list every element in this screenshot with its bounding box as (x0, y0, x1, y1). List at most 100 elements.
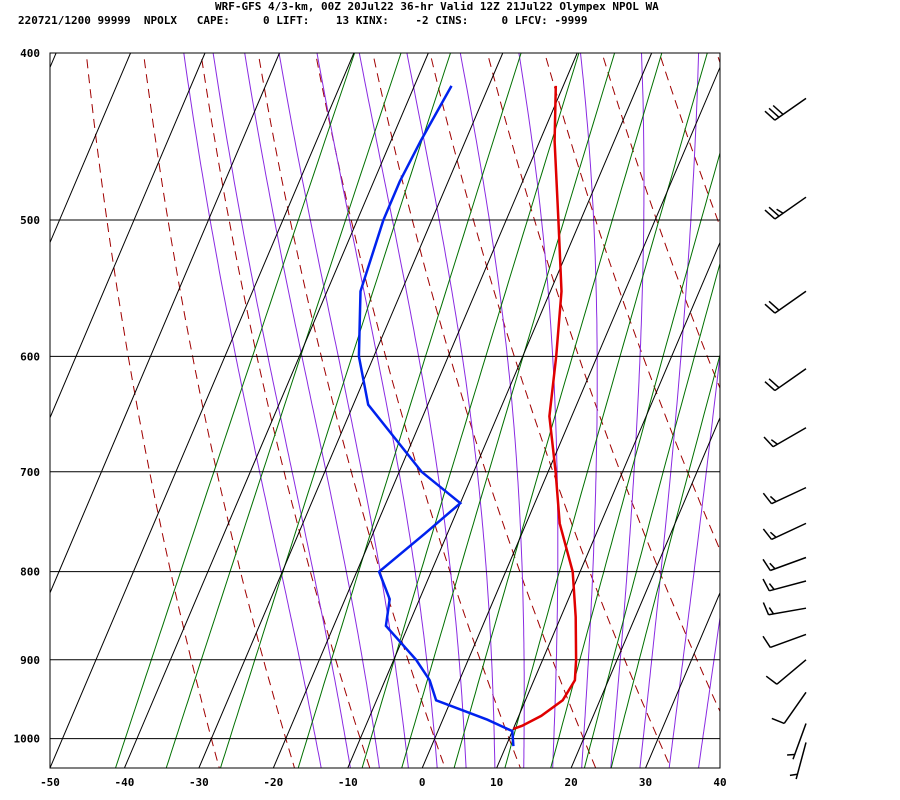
sounding-traces (357, 85, 578, 747)
mixing-ratio-line (114, 53, 356, 768)
barb-feather (764, 303, 776, 314)
moist-adiabat (358, 53, 467, 768)
dry-adiabat (429, 53, 672, 768)
moist-adiabat (183, 53, 322, 768)
barb-feather (768, 107, 780, 118)
barb-feather (764, 209, 776, 220)
isotherm-line (198, 53, 504, 768)
pressure-tick-label: 1000 (14, 733, 41, 746)
barb-feather (762, 528, 773, 540)
barb-feather (768, 300, 780, 311)
moist-adiabat (278, 53, 409, 768)
barb-feather (768, 206, 780, 217)
isotherm-line (50, 53, 355, 768)
barb-feather (771, 717, 785, 725)
barb-feather (768, 583, 775, 590)
isotherm-line (123, 53, 429, 768)
wind-barb (762, 556, 807, 572)
wind-barb (789, 742, 807, 780)
barb-feather (762, 578, 770, 592)
barb-feather (764, 381, 776, 392)
dry-adiabat (200, 53, 371, 768)
barb-staff (770, 556, 807, 572)
barb-staff (774, 368, 807, 392)
barb-feather (776, 208, 784, 214)
isotherm-line (347, 53, 653, 768)
barb-staff (771, 486, 807, 505)
mixing-ratio-line (165, 53, 402, 768)
mixing-ratio-line (610, 352, 720, 768)
moist-adiabat (212, 53, 351, 768)
pressure-tick-label: 500 (20, 214, 40, 227)
wind-barb (764, 196, 807, 220)
dry-adiabat (486, 53, 720, 713)
dry-adiabat (85, 53, 220, 768)
dry-adiabat (716, 53, 720, 65)
grid-lines (49, 52, 721, 769)
barb-feather (765, 675, 778, 685)
barb-staff (774, 97, 807, 121)
barb-staff (774, 290, 807, 314)
moist-adiabat (697, 614, 720, 768)
barb-feather (762, 635, 771, 648)
temperature-tick-label: 0 (419, 776, 426, 789)
barb-feather (768, 378, 780, 389)
plot-frame (49, 52, 721, 769)
barb-staff (783, 691, 807, 724)
barb-feather (769, 562, 776, 570)
dry-adiabat (257, 53, 446, 768)
pressure-tick-label: 800 (20, 566, 40, 579)
mixing-ratio-line (453, 53, 663, 768)
moist-adiabat (244, 53, 380, 768)
dry-adiabat (817, 15, 900, 783)
moist-adiabat (579, 53, 598, 768)
pressure-tick-label: 900 (20, 654, 40, 667)
moist-adiabat (639, 53, 700, 768)
pressure-tick-label: 600 (20, 350, 40, 363)
temperature-tick-label: 40 (713, 776, 726, 789)
dry-adiabat (873, 15, 900, 783)
barb-feather (762, 602, 770, 616)
isotherm-line (570, 416, 720, 768)
wind-barb (762, 578, 807, 592)
mixing-ratio-line (297, 53, 522, 768)
wind-barb (762, 486, 807, 505)
barb-feather (762, 492, 773, 505)
moist-adiabat (406, 53, 496, 768)
mixing-ratio-line (401, 53, 616, 768)
isotherm-line (272, 53, 578, 768)
temperature-trace (512, 85, 578, 731)
barb-feather (789, 773, 798, 777)
temperature-tick-label: 30 (639, 776, 652, 789)
moist-adiabat (459, 53, 525, 768)
barb-staff (792, 723, 807, 760)
temperature-tick-label: -40 (115, 776, 135, 789)
isotherm-line (719, 766, 720, 768)
barb-feather (769, 531, 777, 538)
chart-stats-line: 220721/1200 99999 NPOLX CAPE: 0 LIFT: 13… (18, 14, 588, 27)
chart-title: WRF-GFS 4/3-km, 00Z 20Jul22 36-hr Valid … (215, 0, 659, 13)
wind-barb (764, 290, 807, 314)
barb-staff (768, 607, 807, 616)
wind-barbs (762, 97, 807, 780)
mixing-ratio-line (550, 151, 720, 768)
barb-feather (769, 495, 777, 503)
mixing-ratio-line (583, 261, 720, 768)
moist-adiabat (668, 350, 720, 768)
isotherm-line (496, 241, 720, 768)
background-lines (85, 15, 900, 783)
barb-feather (770, 439, 778, 445)
temperature-tick-label: 20 (564, 776, 577, 789)
barb-feather (764, 110, 776, 121)
wind-barb (762, 602, 807, 616)
isotherm-line (50, 53, 280, 595)
isotherm-line (50, 53, 206, 419)
barb-staff (770, 633, 807, 649)
dry-adiabat (544, 53, 720, 552)
barb-staff (772, 427, 807, 448)
barb-staff (795, 742, 807, 780)
dry-adiabat (372, 53, 597, 768)
wind-barb (765, 659, 807, 685)
pressure-tick-label: 400 (20, 47, 40, 60)
